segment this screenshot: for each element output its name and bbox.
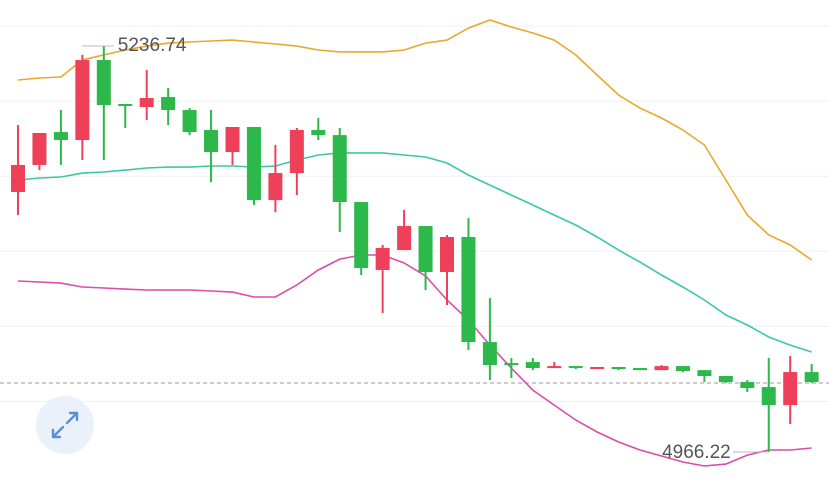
candle-body: [246, 126, 261, 201]
candle-body: [804, 372, 819, 382]
candle-body: [311, 129, 326, 136]
candle-body: [375, 247, 390, 271]
candle-body: [182, 110, 197, 133]
candle-body: [482, 342, 497, 366]
candle-body: [75, 60, 90, 141]
candle-body: [118, 104, 133, 107]
plot: 5236.74 4966.22: [0, 19, 829, 467]
band-line: [17, 152, 812, 353]
candle-body: [397, 226, 412, 251]
candle-body: [11, 164, 25, 192]
candle-body: [53, 132, 68, 141]
candle-body: [525, 362, 540, 369]
candle-body: [32, 132, 47, 165]
candle-body: [139, 98, 154, 108]
candle-body: [440, 236, 454, 272]
high-label: 5236.74: [118, 35, 187, 56]
candle-body: [547, 366, 562, 369]
candle-body: [675, 366, 690, 372]
candle-body: [654, 366, 669, 371]
candle-body: [611, 366, 626, 370]
low-label: 4966.22: [662, 442, 731, 463]
expand-button-bg[interactable]: [36, 396, 94, 454]
expand-icon[interactable]: [51, 411, 79, 439]
candle-body: [161, 96, 176, 111]
candle-body: [96, 60, 111, 106]
candle-body: [761, 387, 776, 406]
candle-body: [740, 381, 755, 388]
candle-body: [697, 370, 712, 376]
candle-body: [418, 226, 433, 272]
candle-body: [289, 129, 304, 174]
candle-body: [204, 129, 219, 153]
candle-body: [633, 368, 648, 371]
candle-body: [590, 366, 605, 370]
candle-body: [354, 202, 369, 269]
band-line: [17, 254, 812, 467]
candle-body: [268, 173, 283, 201]
candle-body: [568, 366, 583, 369]
expand-button[interactable]: [36, 396, 94, 454]
candle-body: [332, 135, 347, 203]
candle-body: [461, 236, 476, 343]
candle-body: [225, 126, 240, 153]
band-line: [17, 19, 813, 261]
candle-body: [718, 375, 733, 382]
candle-body: [783, 372, 798, 406]
candle-body: [504, 363, 519, 366]
